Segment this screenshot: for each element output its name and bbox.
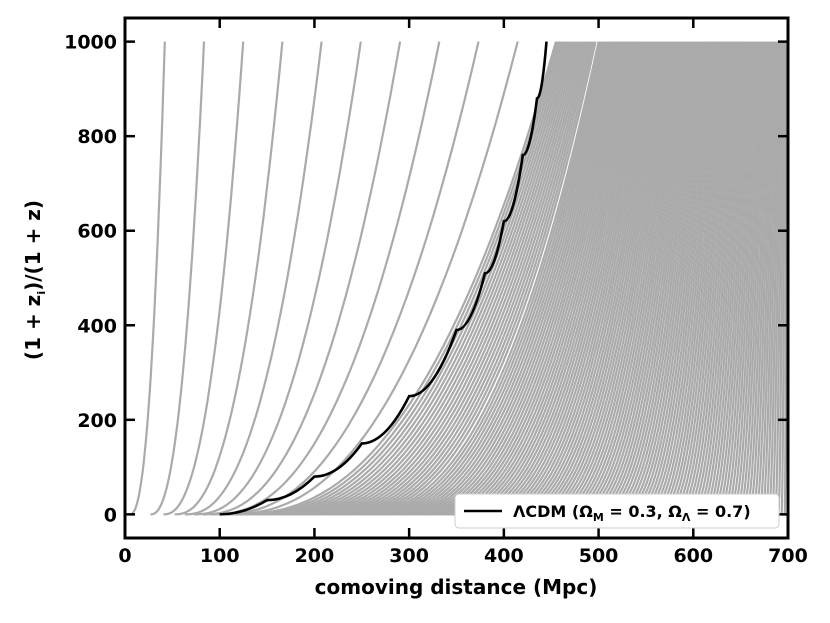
background-curve — [414, 41, 621, 516]
background-curves — [129, 41, 788, 516]
background-curve — [248, 41, 562, 516]
x-tick-label: 0 — [118, 545, 131, 567]
background-curve — [174, 41, 284, 516]
background-curve — [129, 41, 166, 516]
y-tick-label: 600 — [77, 221, 117, 243]
background-curve — [359, 41, 602, 516]
legend-label-lcdm: ΛCDM (ΩM = 0.3, ΩΛ = 0.7) — [513, 502, 751, 524]
background-curve — [261, 41, 566, 516]
background-curve — [333, 41, 591, 516]
background-curve — [395, 41, 614, 516]
background-curve — [293, 41, 576, 516]
x-tick-label: 500 — [579, 545, 619, 567]
background-curve — [210, 41, 441, 516]
background-curve — [163, 41, 245, 516]
background-curve — [241, 41, 560, 516]
background-curve — [193, 41, 362, 516]
background-curve — [400, 41, 616, 516]
y-axis-label: (1 + zi)/(1 + z) — [21, 200, 48, 360]
background-curve — [419, 41, 623, 516]
x-tick-label: 300 — [389, 545, 429, 567]
x-tick-label: 600 — [673, 545, 713, 567]
background-curve — [233, 41, 558, 516]
background-curve — [327, 41, 589, 516]
background-curve — [354, 41, 600, 516]
background-curve — [287, 41, 574, 516]
background-curve — [780, 41, 786, 515]
background-curve — [783, 41, 788, 515]
background-curve — [349, 41, 597, 516]
background-curve — [385, 41, 611, 516]
background-curve — [150, 41, 206, 516]
background-curve — [409, 41, 619, 516]
background-curve — [390, 41, 612, 516]
background-curve — [274, 41, 570, 516]
legend-box — [454, 493, 780, 529]
background-curve — [370, 41, 605, 516]
plot-frame — [123, 16, 790, 540]
background-curve — [305, 41, 580, 516]
series-lines — [219, 41, 548, 516]
x-tick-label: 700 — [768, 545, 808, 567]
background-curve — [310, 41, 583, 516]
y-tick-label: 1000 — [64, 32, 117, 54]
background-curve — [322, 41, 587, 516]
background-curve — [338, 41, 593, 516]
background-curve — [299, 41, 578, 516]
x-tick-label: 400 — [484, 545, 524, 567]
background-curve — [375, 41, 607, 516]
legend: ΛCDM (ΩM = 0.3, ΩΛ = 0.7) — [454, 493, 780, 529]
background-curve — [316, 41, 585, 516]
x-axis-ticks: 0 100 200 300 400 500 600 700 — [118, 18, 808, 567]
background-curve — [226, 41, 519, 516]
background-curve — [184, 41, 323, 516]
y-tick-label: 200 — [77, 410, 117, 432]
x-tick-label: 100 — [200, 545, 240, 567]
y-tick-label: 800 — [77, 126, 117, 148]
y-axis-ticks: 0 200 400 600 800 1000 — [64, 32, 788, 526]
series-line-lcdm — [219, 41, 548, 516]
y-tick-label: 400 — [77, 315, 117, 337]
background-curve — [365, 41, 604, 516]
y-tick-label: 0 — [104, 504, 117, 526]
background-curve — [280, 41, 572, 516]
background-curve — [218, 41, 480, 516]
background-curve — [202, 41, 402, 516]
background-curve — [380, 41, 609, 516]
background-curve — [268, 41, 568, 516]
background-curve — [344, 41, 595, 516]
x-tick-label: 200 — [295, 545, 335, 567]
x-axis-label: comoving distance (Mpc) — [315, 575, 598, 599]
background-curve — [404, 41, 618, 516]
